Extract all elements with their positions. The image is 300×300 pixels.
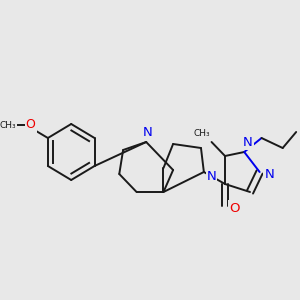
Text: CH₃: CH₃ <box>194 130 210 139</box>
Text: N: N <box>264 167 274 181</box>
Text: O: O <box>230 202 240 214</box>
Text: N: N <box>207 169 216 182</box>
Text: N: N <box>243 136 253 148</box>
Text: methoxy: methoxy <box>10 123 16 124</box>
Text: N: N <box>143 125 153 139</box>
Text: CH₃: CH₃ <box>0 121 16 130</box>
Text: O: O <box>26 118 35 131</box>
